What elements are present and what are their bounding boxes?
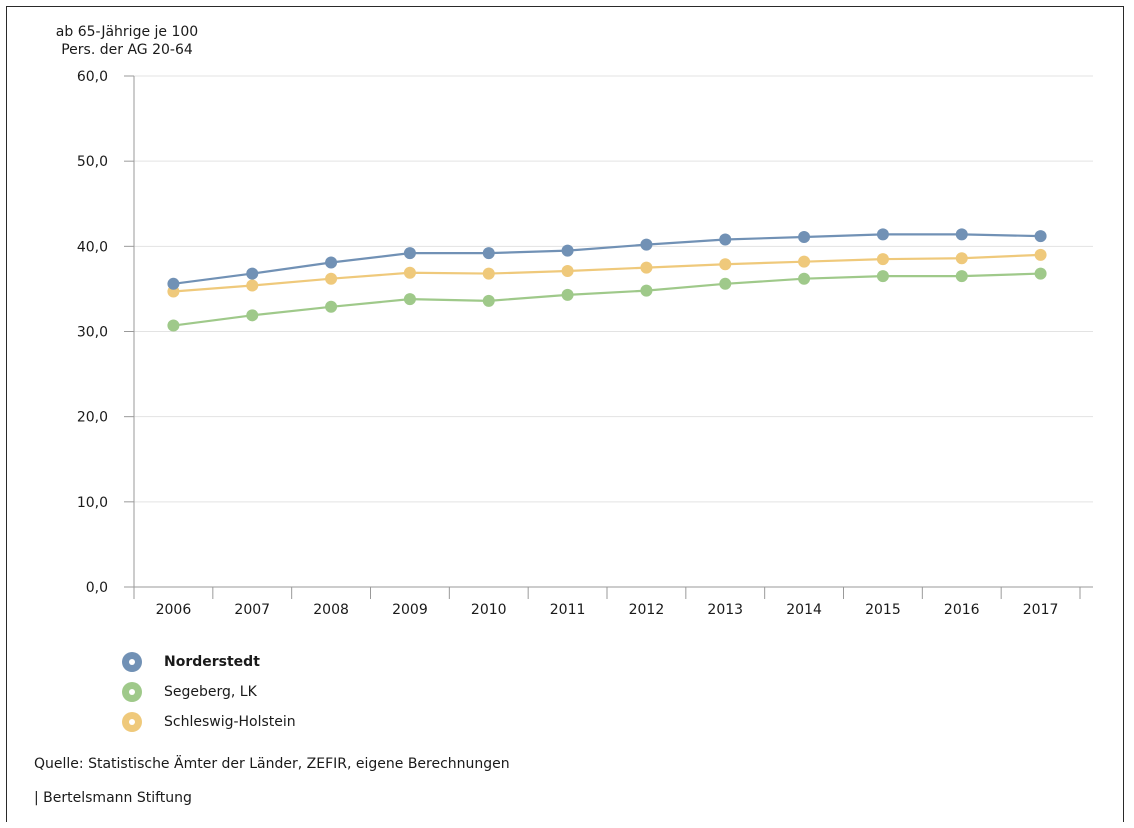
y-tick-label: 30,0	[77, 325, 108, 341]
legend-marker-icon	[122, 652, 142, 672]
y-tick-label: 50,0	[77, 154, 108, 170]
data-point	[561, 265, 574, 278]
x-tick-label: 2017	[1023, 602, 1059, 618]
credit-note: | Bertelsmann Stiftung	[34, 790, 192, 806]
x-tick-label: 2008	[313, 602, 349, 618]
data-point	[167, 277, 180, 290]
data-point	[246, 267, 259, 280]
data-point	[325, 272, 338, 285]
data-point	[798, 272, 811, 285]
data-point	[403, 247, 416, 260]
data-point	[955, 228, 968, 241]
x-tick-label: 2010	[471, 602, 507, 618]
x-tick-label: 2009	[392, 602, 428, 618]
y-axis-title-line-2: Pers. der AG 20-64	[61, 42, 193, 58]
data-point	[403, 293, 416, 306]
legend-marker-icon	[122, 682, 142, 702]
data-point	[876, 253, 889, 266]
legend-item: Schleswig-Holstein	[122, 707, 296, 737]
data-point	[640, 284, 653, 297]
data-point	[798, 230, 811, 243]
data-point	[482, 294, 495, 307]
legend-item: Norderstedt	[122, 647, 296, 677]
x-tick-label: 2015	[865, 602, 901, 618]
y-tick-label: 20,0	[77, 410, 108, 426]
legend-item: Segeberg, LK	[122, 677, 296, 707]
x-tick-label: 2011	[550, 602, 586, 618]
y-axis-title-line-1: ab 65-Jährige je 100	[56, 24, 198, 40]
data-point	[876, 228, 889, 241]
data-point	[246, 279, 259, 292]
legend: Norderstedt Segeberg, LK Schleswig-Holstei…	[122, 647, 296, 737]
legend-label: Segeberg, LK	[164, 684, 257, 700]
data-point	[719, 233, 732, 246]
x-tick-label: 2013	[707, 602, 743, 618]
data-point	[561, 288, 574, 301]
legend-label: Norderstedt	[164, 654, 260, 670]
source-note: Quelle: Statistische Ämter der Länder, Z…	[34, 756, 510, 772]
series-line	[173, 272, 1041, 327]
data-point	[640, 238, 653, 251]
data-point	[403, 266, 416, 279]
y-tick-label: 60,0	[77, 69, 108, 85]
x-tick-label: 2007	[234, 602, 270, 618]
data-point	[955, 252, 968, 265]
y-tick-label: 10,0	[77, 495, 108, 511]
y-tick-label: 40,0	[77, 239, 108, 255]
data-point	[719, 258, 732, 271]
x-tick-label: 2016	[944, 602, 980, 618]
y-axis-title: ab 65-Jährige je 100 Pers. der AG 20-64	[56, 24, 198, 58]
legend-marker-icon	[122, 712, 142, 732]
data-point	[561, 244, 574, 257]
y-tick-label: 0,0	[86, 580, 108, 596]
data-point	[246, 309, 259, 322]
x-tick-label: 2014	[786, 602, 822, 618]
data-point	[719, 277, 732, 290]
series-line	[173, 253, 1041, 293]
chart-frame	[6, 6, 1124, 822]
x-tick-label: 2006	[156, 602, 192, 618]
data-point	[876, 270, 889, 283]
data-point	[167, 319, 180, 332]
x-tick-label: 2012	[629, 602, 665, 618]
data-point	[955, 270, 968, 283]
data-point	[325, 300, 338, 313]
data-point	[1034, 230, 1047, 243]
data-point	[1034, 248, 1047, 261]
series-line	[173, 233, 1041, 285]
data-point	[640, 261, 653, 274]
data-point	[482, 247, 495, 260]
data-point	[325, 256, 338, 269]
data-point	[798, 255, 811, 268]
data-point	[1034, 267, 1047, 280]
data-point	[482, 267, 495, 280]
legend-label: Schleswig-Holstein	[164, 714, 296, 730]
